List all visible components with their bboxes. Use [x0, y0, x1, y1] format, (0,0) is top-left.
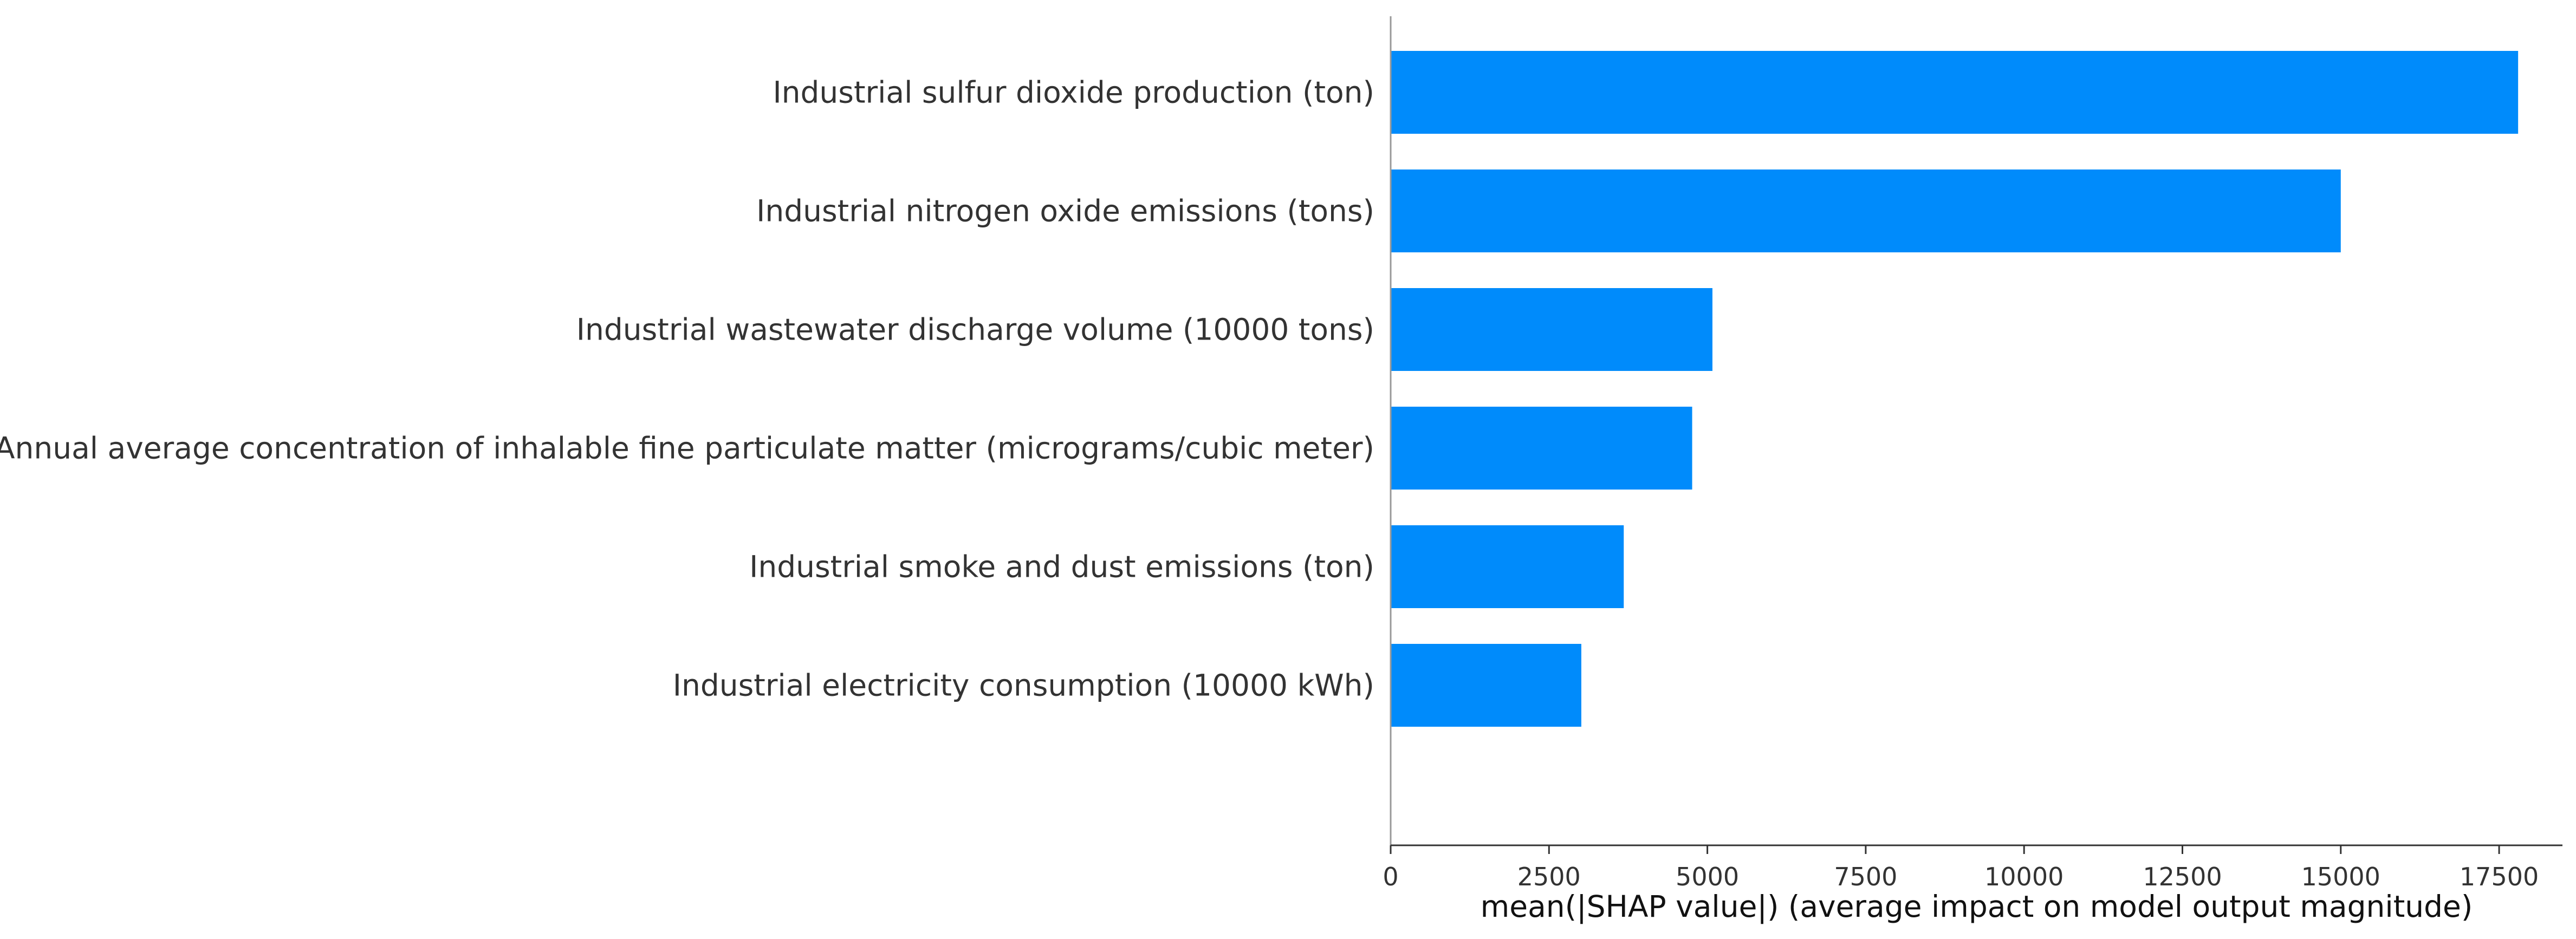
x-tick-label: 0 [1383, 862, 1398, 891]
category-label: Industrial nitrogen oxide emissions (ton… [756, 194, 1374, 229]
category-label: Industrial wastewater discharge volume (… [576, 312, 1374, 347]
category-label: Industrial sulfur dioxide production (to… [773, 75, 1374, 110]
category-label: Industrial electricity consumption (1000… [673, 668, 1374, 703]
bars-layer [1391, 51, 2519, 727]
bar [1391, 644, 1581, 727]
bar [1391, 525, 1624, 608]
x-tick-label: 7500 [1834, 862, 1897, 891]
x-tick-label: 2500 [1517, 862, 1581, 891]
bar [1391, 407, 1692, 490]
category-label: Industrial smoke and dust emissions (ton… [749, 550, 1374, 584]
bar [1391, 288, 1712, 371]
bar [1391, 169, 2341, 252]
x-tick-label: 15000 [2301, 862, 2380, 891]
x-tick-label: 12500 [2143, 862, 2222, 891]
x-tick-label: 5000 [1676, 862, 1739, 891]
category-label: Annual average concentration of inhalabl… [0, 431, 1374, 466]
bar [1391, 51, 2519, 134]
x-axis-ticks: 0 2500 5000 7500 10000 12500 15000 17500 [1383, 845, 2539, 891]
x-tick-label: 10000 [1984, 862, 2064, 891]
x-axis-title: mean(|SHAP value|) (average impact on mo… [1481, 889, 2473, 924]
category-labels: Industrial sulfur dioxide production (to… [0, 75, 1374, 703]
x-tick-label: 17500 [2460, 862, 2539, 891]
